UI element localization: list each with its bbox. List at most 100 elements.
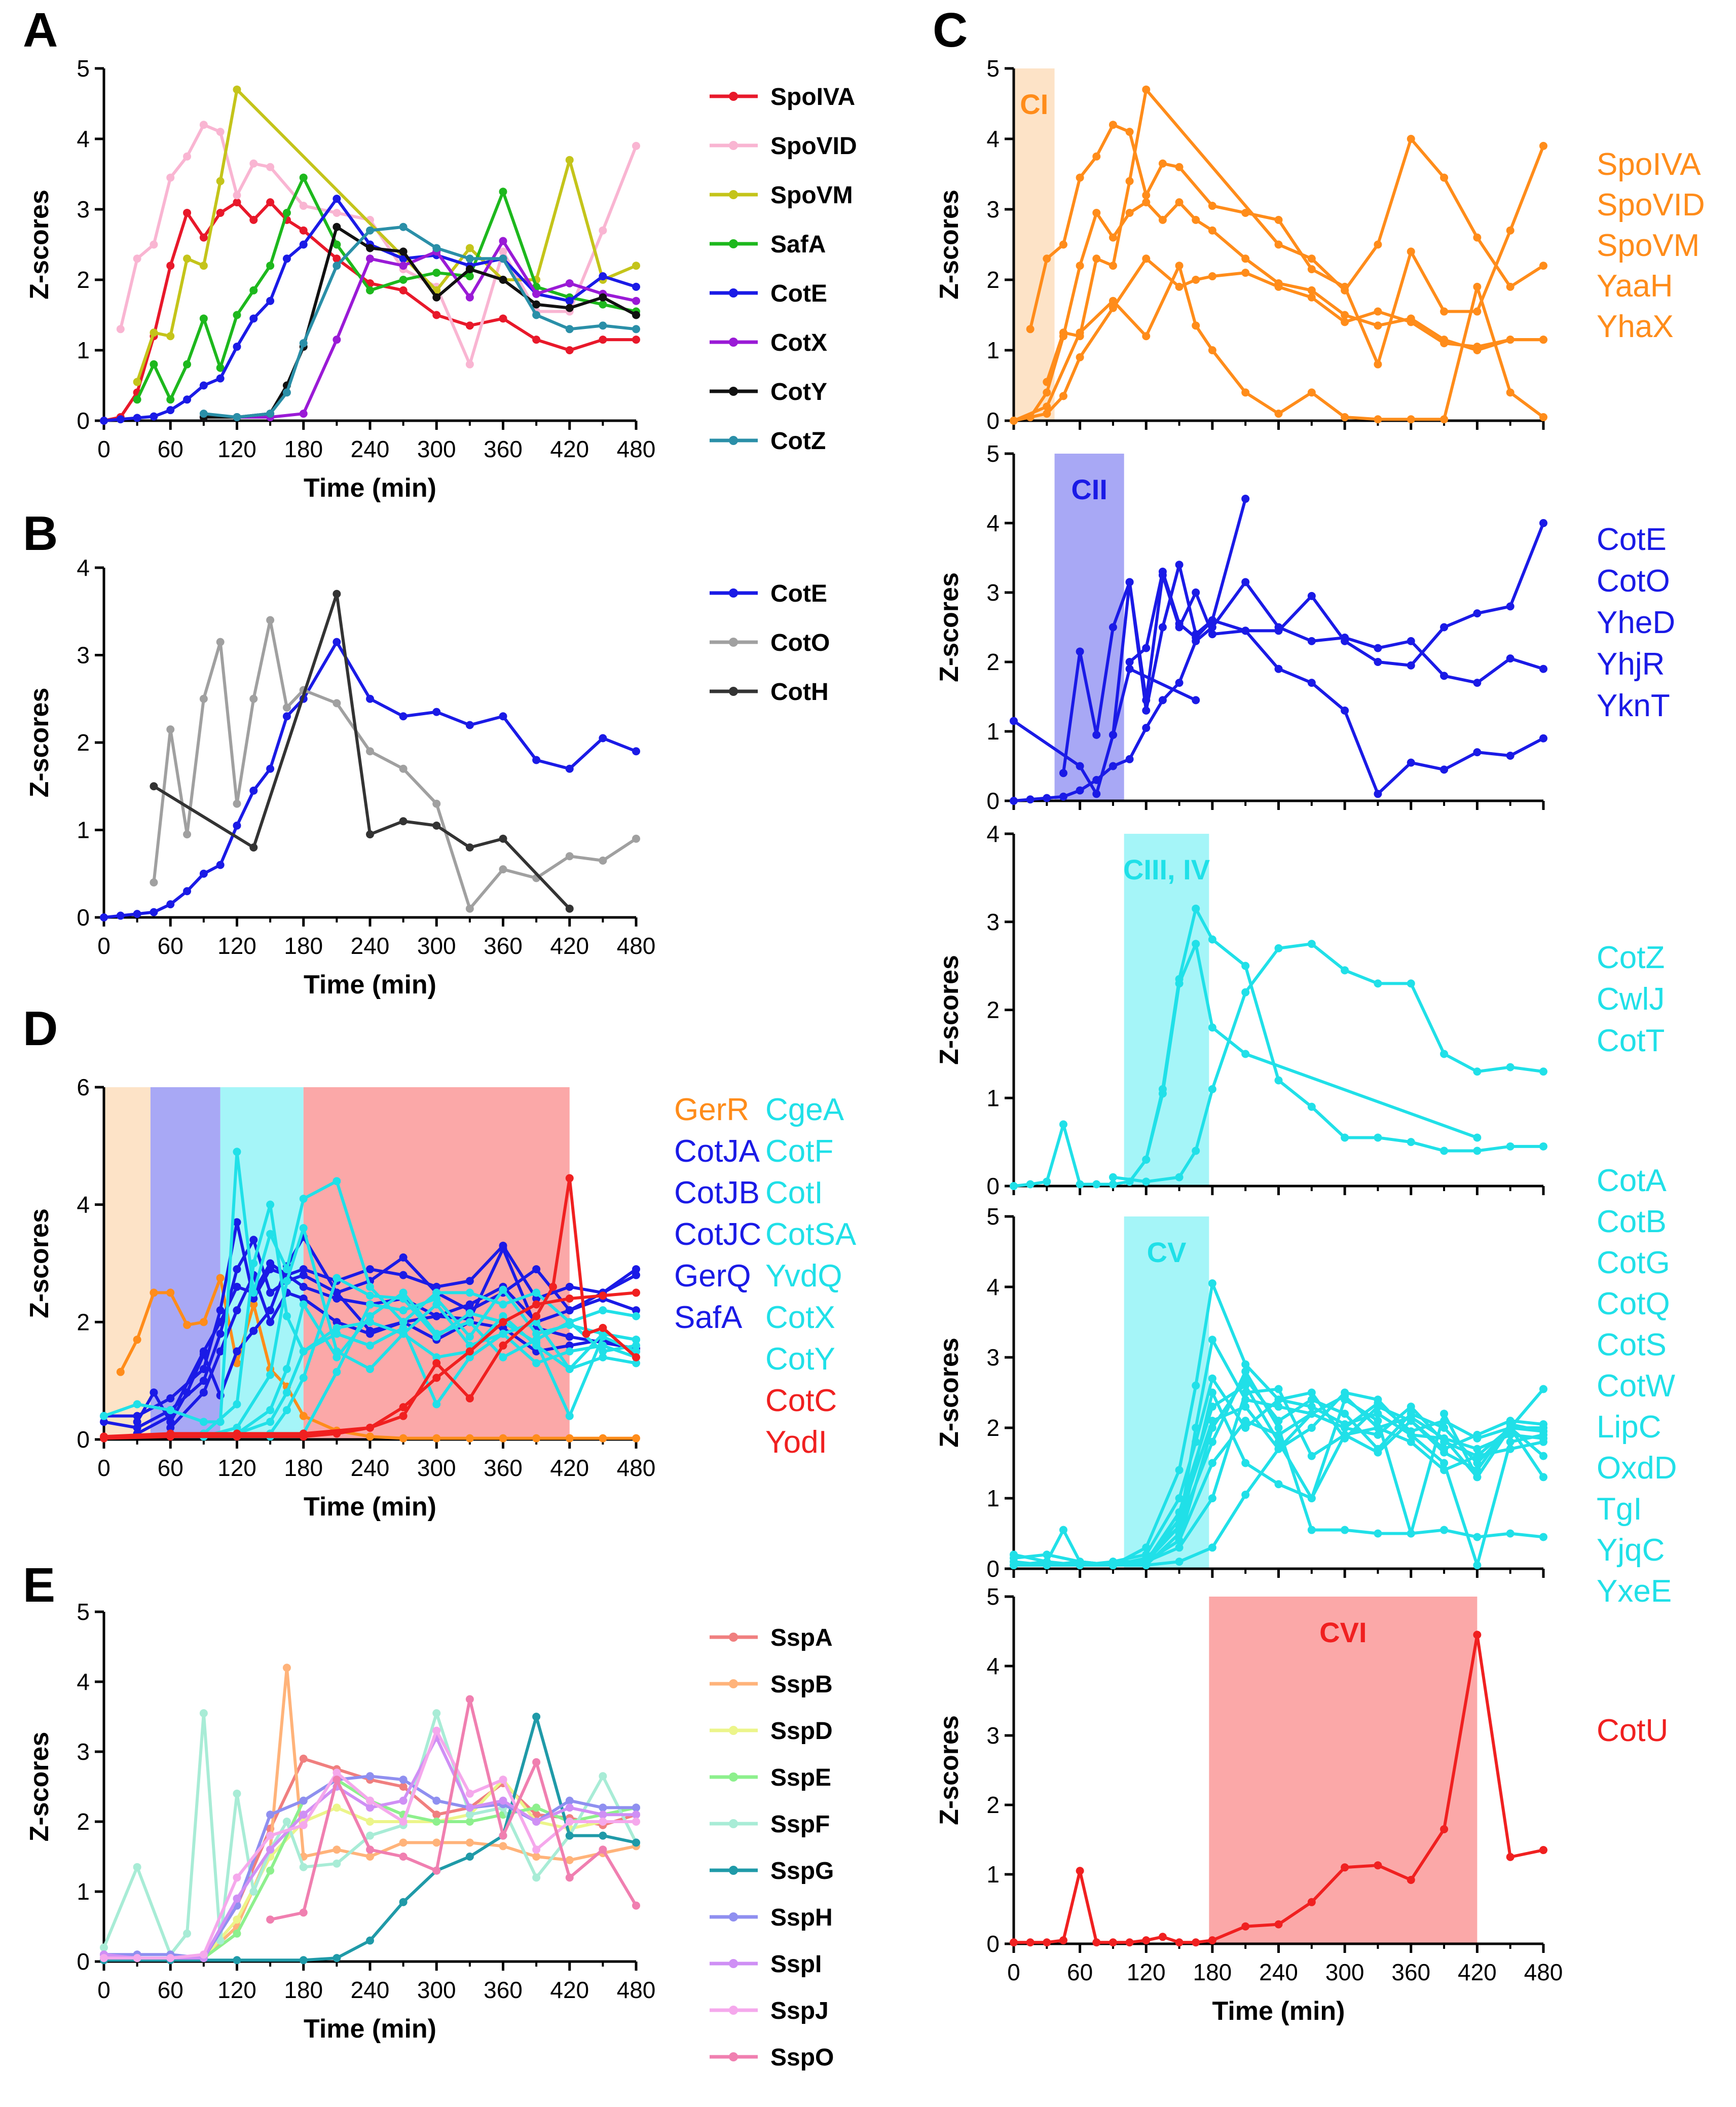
data-point-SpoVID (1043, 254, 1051, 263)
x-tick-label: 480 (617, 1455, 656, 1481)
data-point-SpoVID (1158, 159, 1167, 168)
x-axis-label: Time (min) (304, 970, 436, 1000)
data-point-CotO (1059, 769, 1067, 778)
legend-marker (729, 387, 738, 396)
data-point-YknT (1125, 664, 1134, 673)
data-point-YaaH (1407, 318, 1415, 326)
data-point-GerQ (199, 1388, 208, 1397)
x-tick-label: 480 (617, 933, 656, 959)
data-point-YaaH (1473, 343, 1482, 351)
data-point-SpoIVA (399, 286, 408, 294)
data-point-CotU (1208, 1936, 1216, 1945)
x-tick-label: 300 (1325, 1959, 1364, 1985)
x-tick-label: 360 (484, 436, 523, 462)
data-point-OxdD (1341, 1395, 1349, 1404)
x-tick-label: 480 (617, 436, 656, 462)
data-point-YaaH (1109, 304, 1117, 312)
data-point-CotZ (282, 388, 291, 397)
data-point-CotU (1274, 1920, 1283, 1929)
data-point-CotG (1208, 1279, 1216, 1288)
series-line-CotW (1113, 1401, 1543, 1564)
data-point-SspI (299, 1810, 308, 1819)
data-point-YxeE (1109, 1561, 1117, 1570)
data-point-SpoIVA (266, 198, 275, 207)
data-point-GerR (499, 1434, 507, 1443)
data-point-YvdQ (499, 1329, 507, 1338)
legend-entry: YjqC (1597, 1533, 1665, 1568)
data-point-CotX (532, 289, 541, 298)
data-point-YheD (1274, 626, 1283, 635)
series-line-CotC (103, 1291, 637, 1440)
data-point-YaaH (1175, 282, 1184, 291)
data-point-SpoIVA (1307, 286, 1316, 294)
legend-entry: CotB (1597, 1204, 1667, 1239)
panel-label-a: A (23, 3, 58, 57)
data-point-YhaX (1274, 410, 1283, 418)
data-point-SspJ (233, 1873, 241, 1882)
data-point-YaaH (1307, 293, 1316, 302)
data-point-YxeE (1341, 1430, 1349, 1439)
y-axis-label: Z-scores (935, 1715, 964, 1825)
legend-marker (729, 1912, 738, 1921)
data-point-CotZ (632, 325, 640, 334)
y-axis-label: Z-scores (25, 688, 54, 798)
x-tick-label: 0 (97, 1977, 110, 2003)
series-line-CotE (103, 640, 637, 919)
data-point-SspH (599, 1803, 607, 1812)
data-point-CotF (532, 1318, 541, 1326)
band-3 (303, 1087, 570, 1439)
data-point-SpoVID (266, 163, 275, 171)
data-point-CotH (366, 830, 374, 839)
data-point-SpoVID (1539, 141, 1547, 150)
data-point-CotE (1076, 786, 1084, 795)
data-point-CwlJ (1506, 1142, 1515, 1151)
data-point-CotF (266, 1200, 275, 1209)
data-point-YvdQ (366, 1341, 374, 1350)
data-point-YvdQ (282, 1388, 291, 1397)
legend-entry: YknT (1597, 688, 1670, 723)
y-tick-label: 0 (986, 788, 1000, 814)
y-tick-label: 0 (986, 408, 1000, 434)
data-point-CotO (1142, 706, 1151, 715)
legend-marker (729, 2006, 738, 2015)
y-tick-label: 2 (77, 267, 90, 293)
data-point-YxeE (1142, 1558, 1151, 1566)
data-point-YodI (599, 1323, 607, 1332)
legend-marker (729, 638, 738, 647)
data-point-SspJ (599, 1818, 607, 1826)
data-point-YxeE (1407, 1417, 1415, 1425)
data-point-CotG (1307, 1402, 1316, 1411)
data-point-SpoIVA (233, 198, 241, 207)
data-point-SspO (299, 1908, 308, 1917)
data-point-CotA (1539, 1385, 1547, 1393)
data-point-SspE (233, 1929, 241, 1938)
data-point-SspO (399, 1853, 408, 1861)
data-point-YheD (1208, 630, 1216, 639)
data-point-SspJ (565, 1818, 574, 1826)
data-point-YheD (1374, 658, 1382, 666)
data-point-CotF (282, 1312, 291, 1320)
data-point-CotY (299, 1374, 308, 1382)
data-point-SspJ (632, 1818, 640, 1826)
data-point-YaaH (1043, 410, 1051, 418)
legend-marker (729, 190, 738, 199)
data-point-SafA (199, 314, 208, 323)
data-point-YaaH (1208, 272, 1216, 281)
data-point-SspB (399, 1838, 408, 1847)
series-line-SspG (104, 1715, 637, 1962)
data-point-CotJB (133, 1423, 141, 1432)
legend-entry: GerR (674, 1092, 749, 1127)
legend-marker (729, 1633, 738, 1642)
data-point-CotE (1026, 795, 1035, 804)
data-point-SpoVID (1059, 240, 1067, 249)
data-point-SpoVID (166, 173, 175, 182)
data-point-CotJC (216, 1318, 225, 1326)
data-point-YvdQ (399, 1323, 408, 1332)
data-point-CwlJ (1010, 1182, 1018, 1190)
data-point-YaaH (1506, 336, 1515, 344)
data-point-CotJB (532, 1265, 541, 1274)
data-point-YhjR (1125, 658, 1134, 666)
data-point-SpoIVA (1043, 388, 1051, 397)
data-point-CotZ (1407, 979, 1415, 988)
data-point-CotJB (216, 1329, 225, 1338)
